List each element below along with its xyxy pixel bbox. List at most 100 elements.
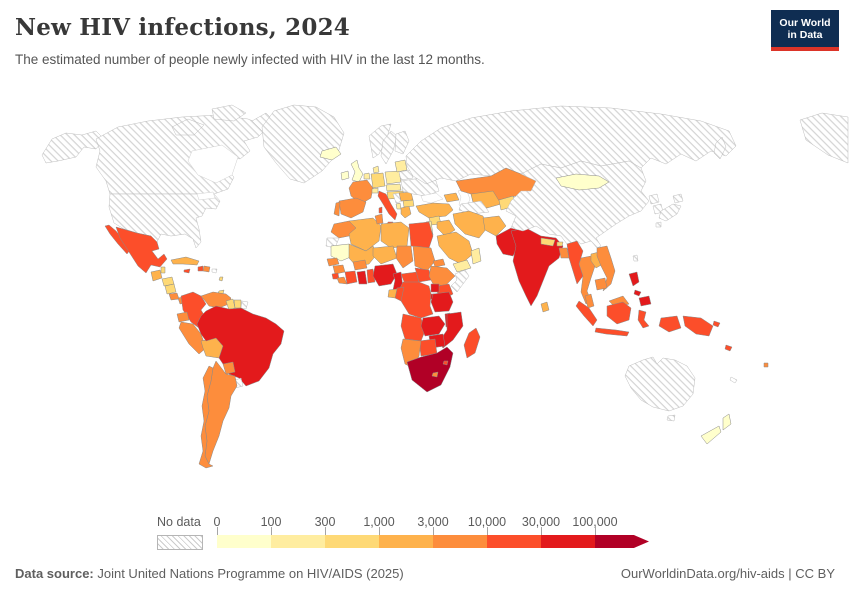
country-uk[interactable] xyxy=(351,160,363,182)
country-cuba[interactable] xyxy=(171,257,199,265)
country-uganda[interactable] xyxy=(431,284,439,292)
country-nicaragua[interactable] xyxy=(165,284,176,294)
country-senegal[interactable] xyxy=(327,258,339,266)
country-mexico[interactable] xyxy=(116,227,167,273)
country-paraguay[interactable] xyxy=(223,362,235,374)
owid-logo[interactable]: Our World in Data xyxy=(771,10,839,51)
legend-swatch-4[interactable] xyxy=(433,535,487,548)
country-north-korea[interactable] xyxy=(649,194,659,204)
country-mauritania[interactable] xyxy=(331,244,353,261)
country-java[interactable] xyxy=(595,328,629,336)
country-japan-hokkaido[interactable] xyxy=(673,194,683,203)
country-iraq[interactable] xyxy=(437,220,455,236)
country-new-caledonia[interactable] xyxy=(730,377,737,383)
country-egypt[interactable] xyxy=(409,222,433,248)
country-chukotka[interactable] xyxy=(800,113,848,163)
country-bhutan[interactable] xyxy=(557,242,563,246)
country-madagascar[interactable] xyxy=(464,328,480,358)
country-portugal[interactable] xyxy=(334,202,340,216)
country-arctic-island-1[interactable] xyxy=(172,119,204,135)
country-philippines-visayas[interactable] xyxy=(634,290,641,296)
country-italy[interactable] xyxy=(378,191,397,220)
country-iceland[interactable] xyxy=(320,147,341,160)
country-belize[interactable] xyxy=(161,267,165,273)
country-ethiopia[interactable] xyxy=(429,266,455,286)
country-jamaica[interactable] xyxy=(184,269,190,273)
country-new-britain[interactable] xyxy=(713,321,720,327)
country-ecuador[interactable] xyxy=(177,312,189,322)
country-caucasus[interactable] xyxy=(444,193,459,202)
country-haiti[interactable] xyxy=(198,266,203,271)
country-eswatini[interactable] xyxy=(443,361,448,365)
legend-swatch-2[interactable] xyxy=(325,535,379,548)
country-philippines-mindanao[interactable] xyxy=(639,296,651,306)
country-lesser-antilles[interactable] xyxy=(219,277,223,281)
country-germany[interactable] xyxy=(371,173,385,188)
country-solomon-islands[interactable] xyxy=(725,345,732,351)
country-mongolia[interactable] xyxy=(556,174,609,190)
country-mozambique[interactable] xyxy=(439,312,463,348)
country-poland[interactable] xyxy=(385,171,401,184)
country-zambia[interactable] xyxy=(421,316,445,336)
country-philippines-luzon[interactable] xyxy=(629,272,639,286)
country-tanzania[interactable] xyxy=(431,292,453,312)
country-benelux[interactable] xyxy=(364,173,370,179)
country-south-africa[interactable] xyxy=(407,347,453,392)
country-burkina-faso[interactable] xyxy=(353,260,367,270)
country-tunisia[interactable] xyxy=(375,214,383,224)
country-eritrea[interactable] xyxy=(433,259,445,267)
country-taiwan[interactable] xyxy=(633,255,638,261)
country-australia[interactable] xyxy=(625,357,695,411)
country-dominican-republic[interactable] xyxy=(203,266,210,272)
country-belarus[interactable] xyxy=(399,170,413,180)
country-libya[interactable] xyxy=(381,222,409,248)
country-malaysia[interactable] xyxy=(585,294,594,308)
country-brazil[interactable] xyxy=(197,306,284,386)
country-chad[interactable] xyxy=(396,246,413,268)
legend-swatch-0[interactable] xyxy=(217,535,271,548)
country-bulgaria[interactable] xyxy=(403,200,414,207)
country-guyana[interactable] xyxy=(226,299,235,310)
country-venezuela[interactable] xyxy=(201,292,231,308)
legend-swatch-1[interactable] xyxy=(271,535,325,548)
country-french-guiana[interactable] xyxy=(241,301,248,309)
country-finland[interactable] xyxy=(395,131,409,154)
country-lesotho[interactable] xyxy=(432,372,438,377)
country-baltics[interactable] xyxy=(395,160,407,172)
country-new-zealand-north[interactable] xyxy=(723,414,731,430)
country-cote-divoire[interactable] xyxy=(345,271,357,284)
country-mali[interactable] xyxy=(349,244,377,266)
legend-swatch-3[interactable] xyxy=(379,535,433,548)
country-sumatra[interactable] xyxy=(576,301,597,326)
country-afghanistan[interactable] xyxy=(483,216,506,236)
country-sri-lanka[interactable] xyxy=(541,302,549,312)
country-togo-benin[interactable] xyxy=(367,269,375,283)
country-alaska[interactable] xyxy=(42,131,104,163)
country-russia[interactable] xyxy=(406,106,736,184)
legend-swatch-7[interactable] xyxy=(595,535,649,548)
country-yemen[interactable] xyxy=(453,260,471,272)
country-switzerland[interactable] xyxy=(372,188,378,193)
country-ghana[interactable] xyxy=(357,271,367,284)
country-fiji[interactable] xyxy=(764,363,768,367)
country-tasmania[interactable] xyxy=(667,415,675,421)
country-turkey[interactable] xyxy=(416,203,453,218)
country-bangladesh[interactable] xyxy=(559,248,569,258)
country-oman[interactable] xyxy=(471,248,481,264)
country-puerto-rico[interactable] xyxy=(212,269,217,273)
country-costa-rica[interactable] xyxy=(169,293,179,300)
country-kamchatka[interactable] xyxy=(714,137,726,159)
country-new-zealand-south[interactable] xyxy=(701,426,721,444)
legend-no-data-swatch[interactable] xyxy=(157,535,203,550)
country-saudi-arabia[interactable] xyxy=(437,232,473,264)
country-japan-kyushu[interactable] xyxy=(656,222,661,227)
country-arctic-island-2[interactable] xyxy=(212,105,246,121)
country-japan-honshu[interactable] xyxy=(659,204,681,221)
country-ireland[interactable] xyxy=(341,171,349,180)
country-sardinia[interactable] xyxy=(379,207,382,213)
country-niger[interactable] xyxy=(373,246,397,264)
country-nigeria[interactable] xyxy=(373,264,397,286)
country-czechia-slovakia[interactable] xyxy=(386,184,401,191)
country-guatemala[interactable] xyxy=(151,270,162,281)
country-peru[interactable] xyxy=(179,322,206,354)
